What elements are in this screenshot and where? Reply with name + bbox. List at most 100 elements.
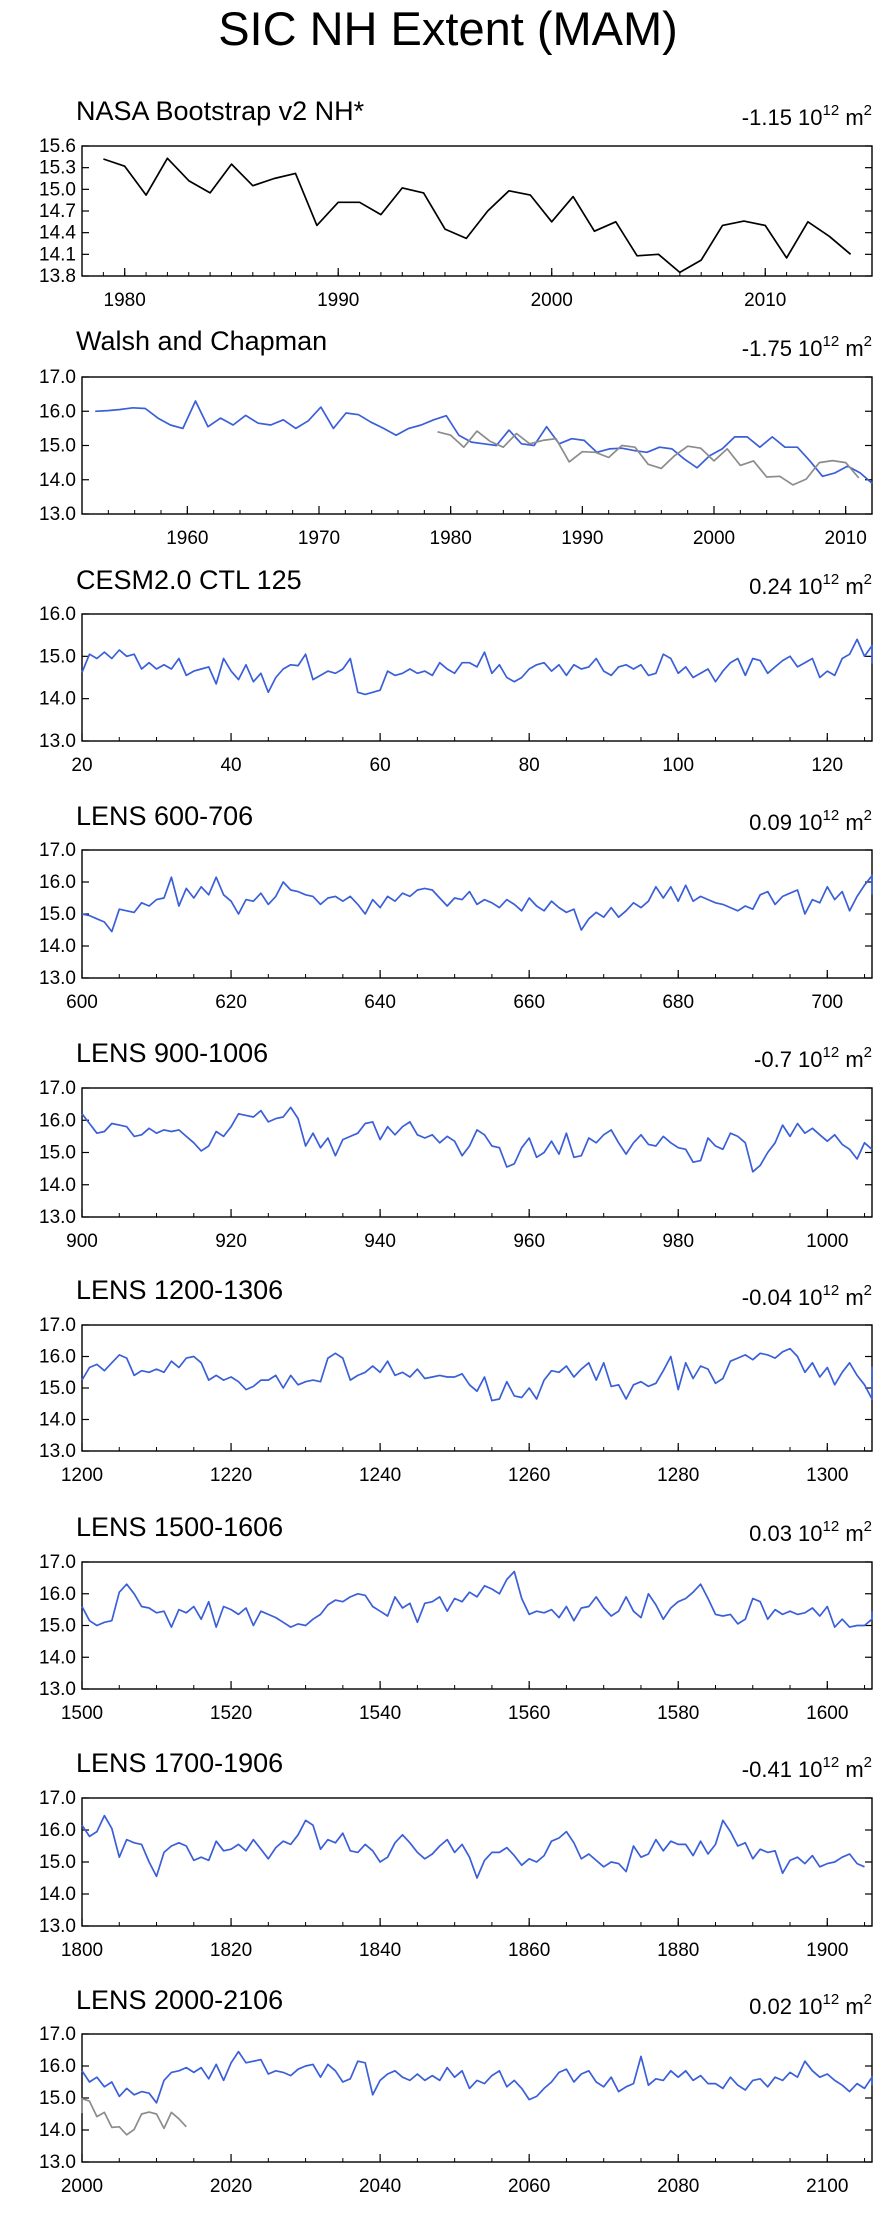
- series-line-1: [81, 2050, 873, 2104]
- x-tick-label: 1990: [561, 528, 603, 549]
- x-tick-label: 100: [662, 755, 694, 776]
- panel-7: LENS 1500-1606 0.03 1012 m2 17.0 16.0 15.0 14…: [39, 1512, 873, 1724]
- y-tick-label: 16.0: [39, 1820, 76, 1841]
- panel-2: Walsh and Chapman -1.75 1012 m2 17.0 16.0 15…: [39, 326, 873, 549]
- x-tick-label: 1520: [210, 1703, 252, 1724]
- panel-title: LENS 1700-1906: [76, 1748, 283, 1778]
- plot-frame: [81, 145, 873, 277]
- trend-label: 0.03 1012 m2: [749, 1518, 872, 1546]
- panel-title: LENS 600-706: [76, 801, 253, 831]
- plot-frame: [81, 1087, 873, 1218]
- y-tick-label: 14.7: [39, 201, 76, 222]
- y-tick-label: 17.0: [39, 2024, 76, 2045]
- panel-title: LENS 1500-1606: [76, 1512, 283, 1542]
- y-tick-label: 13.0: [39, 1679, 76, 1700]
- plot-frame: [81, 2033, 873, 2163]
- y-tick-label: 16.0: [39, 2056, 76, 2077]
- y-tick-label: 14.0: [39, 2120, 76, 2141]
- y-tick-label: 17.0: [39, 1788, 76, 1809]
- y-tick-label: 14.1: [39, 244, 76, 265]
- x-tick-label: 2040: [359, 2176, 401, 2197]
- y-tick-label: 16.0: [39, 604, 76, 625]
- y-tick-label: 16.0: [39, 1110, 76, 1131]
- y-tick-label: 15.0: [39, 1143, 76, 1164]
- x-tick-label: 1960: [166, 528, 208, 549]
- x-tick-label: 1580: [657, 1703, 699, 1724]
- y-tick-label: 13.0: [39, 731, 76, 752]
- x-tick-label: 940: [364, 1231, 396, 1252]
- x-tick-label: 700: [811, 992, 843, 1013]
- y-tick-label: 16.0: [39, 1584, 76, 1605]
- y-tick-label: 13.8: [39, 266, 76, 287]
- panel-title: LENS 2000-2106: [76, 1985, 283, 2015]
- trend-label: -0.04 1012 m2: [742, 1282, 872, 1310]
- x-tick-label: 1970: [298, 528, 340, 549]
- series-line-1: [81, 874, 873, 933]
- trend-label: 0.24 1012 m2: [749, 571, 872, 599]
- series-line-1: [81, 638, 873, 696]
- y-tick-label: 13.0: [39, 2152, 76, 2173]
- trend-label: -1.75 1012 m2: [742, 333, 872, 361]
- x-tick-label: 2060: [508, 2176, 550, 2197]
- y-tick-label: 14.0: [39, 1410, 76, 1431]
- x-tick-label: 1560: [508, 1703, 550, 1724]
- y-tick-label: 15.6: [39, 136, 76, 157]
- series-line-1: [81, 1570, 873, 1628]
- x-tick-label: 1600: [806, 1703, 848, 1724]
- y-tick-label: 15.0: [39, 1616, 76, 1637]
- panel-title: CESM2.0 CTL 125: [76, 565, 302, 595]
- x-tick-label: 1280: [657, 1465, 699, 1486]
- y-tick-label: 14.0: [39, 1647, 76, 1668]
- x-tick-label: 1220: [210, 1465, 252, 1486]
- y-tick-label: 15.3: [39, 158, 76, 179]
- y-tick-label: 17.0: [39, 840, 76, 861]
- panel-6: LENS 1200-1306 -0.04 1012 m2 17.0 16.0 15.0 1…: [39, 1275, 873, 1486]
- y-tick-label: 14.4: [39, 223, 76, 244]
- x-tick-label: 20: [71, 755, 92, 776]
- series-line-2: [437, 430, 860, 486]
- y-tick-label: 17.0: [39, 367, 76, 388]
- y-tick-label: 13.0: [39, 1441, 76, 1462]
- y-tick-label: 15.0: [39, 904, 76, 925]
- x-tick-label: 620: [215, 992, 247, 1013]
- y-tick-label: 13.0: [39, 504, 76, 525]
- x-tick-label: 1300: [806, 1465, 848, 1486]
- panel-1: NASA Bootstrap v2 NH* -1.15 1012 m215.615…: [39, 96, 873, 311]
- y-tick-label: 16.0: [39, 872, 76, 893]
- y-tick-label: 17.0: [39, 1078, 76, 1099]
- plot-frame: [81, 1324, 873, 1452]
- x-tick-label: 640: [364, 992, 396, 1013]
- y-tick-label: 17.0: [39, 1315, 76, 1336]
- trend-label: 0.09 1012 m2: [749, 807, 872, 835]
- x-tick-label: 1980: [430, 528, 472, 549]
- x-tick-label: 2100: [806, 2176, 848, 2197]
- x-tick-label: 1800: [61, 1940, 103, 1961]
- y-tick-label: 17.0: [39, 1552, 76, 1573]
- x-tick-label: 1000: [806, 1231, 848, 1252]
- panels: NASA Bootstrap v2 NH* -1.15 1012 m215.615…: [39, 96, 873, 2197]
- figure-title: SIC NH Extent (MAM): [218, 2, 678, 55]
- panel-3: CESM2.0 CTL 125 0.24 1012 m2 16.0 15.0 14.0 1…: [39, 565, 873, 776]
- panel-5: LENS 900-1006 -0.7 1012 m2 17.0 16.0 15.0 14.…: [39, 1038, 873, 1252]
- y-tick-label: 13.0: [39, 968, 76, 989]
- y-tick-label: 15.0: [39, 1378, 76, 1399]
- x-tick-label: 2000: [693, 528, 735, 549]
- trend-label: -0.7 1012 m2: [754, 1044, 872, 1072]
- x-tick-label: 60: [370, 755, 391, 776]
- x-tick-label: 1840: [359, 1940, 401, 1961]
- y-tick-label: 15.0: [39, 436, 76, 457]
- x-tick-label: 1540: [359, 1703, 401, 1724]
- x-tick-label: 1260: [508, 1465, 550, 1486]
- x-tick-label: 980: [662, 1231, 694, 1252]
- x-tick-label: 1880: [657, 1940, 699, 1961]
- x-tick-label: 2010: [744, 290, 786, 311]
- x-tick-label: 1900: [806, 1940, 848, 1961]
- panel-4: LENS 600-706 0.09 1012 m2 17.0 16.0 15.0 14.0…: [39, 801, 873, 1013]
- y-tick-label: 13.0: [39, 1207, 76, 1228]
- y-tick-label: 15.0: [39, 2088, 76, 2109]
- y-tick-label: 14.0: [39, 1175, 76, 1196]
- x-tick-label: 2020: [210, 2176, 252, 2197]
- x-tick-label: 1820: [210, 1940, 252, 1961]
- series-line-2: [81, 2097, 187, 2136]
